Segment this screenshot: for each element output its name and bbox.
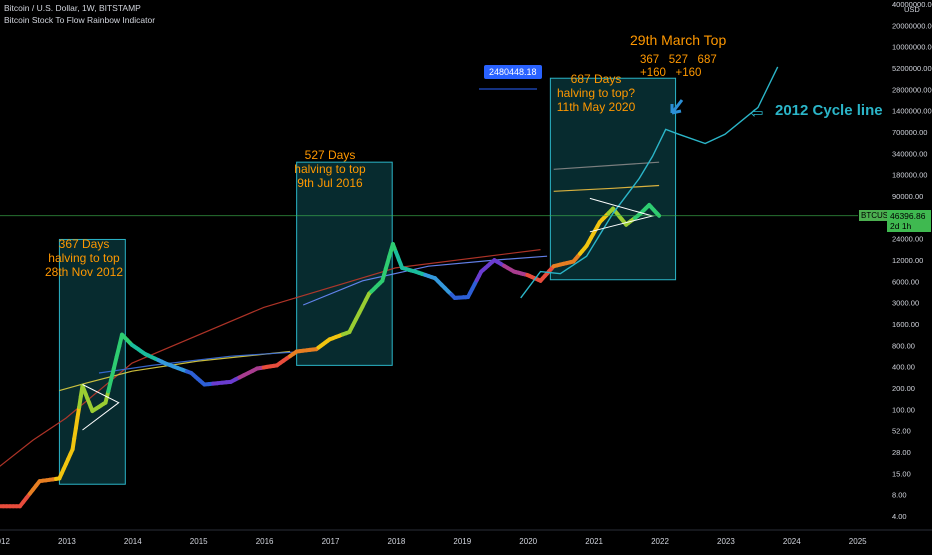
time-tick-label: 2014: [124, 537, 142, 546]
price-tick-label: 15.00: [892, 469, 911, 478]
current-price: 46396.86: [890, 211, 928, 221]
price-tick-label: 52.00: [892, 427, 911, 436]
price-label-box[interactable]: 2480448.18: [484, 65, 542, 79]
price-tick-label: 28.00: [892, 448, 911, 457]
annotation-2020-cycle: 687 Days halving to top? 11th May 2020: [556, 72, 636, 114]
price-unit-label: USD: [904, 5, 920, 14]
price-tick-label: 90000.00: [892, 192, 923, 201]
price-tick-label: 200.00: [892, 384, 915, 393]
annotation-cycle-line: 2012 Cycle line: [775, 104, 883, 118]
time-tick-label: 2023: [717, 537, 735, 546]
price-tick-label: 800.00: [892, 341, 915, 350]
time-tick-label: 2016: [256, 537, 274, 546]
price-tick-label: 700000.00: [892, 128, 927, 137]
annotation-line: halving to top?: [556, 86, 636, 100]
time-tick-label: 2020: [519, 537, 537, 546]
price-tick-label: 1400000.00: [892, 107, 932, 116]
price-tick-label: 12000.00: [892, 256, 923, 265]
annotation-day-counts: 367 527 687 +160 +160: [640, 54, 717, 80]
price-tick-label: 3000.00: [892, 299, 919, 308]
annotation-line: halving to top: [34, 251, 134, 265]
price-tick-label: 4.00: [892, 512, 907, 521]
price-tick-label: 400.00: [892, 363, 915, 372]
price-tick-label: 10000000.00: [892, 43, 932, 52]
annotation-line: 687 Days: [556, 72, 636, 86]
sf-blue-line: [99, 352, 303, 374]
arrow-left-icon: ⇦: [750, 103, 763, 123]
annotation-line: 527 Days: [280, 148, 380, 162]
halving-boxes: [59, 78, 675, 484]
bar-countdown: 2d 1h: [890, 221, 928, 231]
current-price-tag: 46396.86 2d 1h: [887, 210, 931, 232]
price-tick-label: 8.00: [892, 491, 907, 500]
price-tick-label: 20000000.00: [892, 21, 932, 30]
price-tick-label: 180000.00: [892, 171, 927, 180]
chart-title: Bitcoin / U.S. Dollar, 1W, BITSTAMP: [4, 3, 141, 13]
time-tick-label: 2022: [651, 537, 669, 546]
time-tick-label: 2018: [388, 537, 406, 546]
annotation-line: halving to top: [280, 162, 380, 176]
price-tick-label: 24000.00: [892, 235, 923, 244]
annotation-line: 367 Days: [34, 237, 134, 251]
time-tick-label: 2013: [58, 537, 76, 546]
price-tick-label: 340000.00: [892, 149, 927, 158]
price-tick-label: 100.00: [892, 405, 915, 414]
time-tick-label: 2024: [783, 537, 801, 546]
time-tick-label: 2017: [322, 537, 340, 546]
annotation-line: 11th May 2020: [556, 100, 636, 114]
time-tick-label: 2021: [585, 537, 603, 546]
annotation-2016-cycle: 527 Days halving to top 9th Jul 2016: [280, 148, 380, 190]
time-tick-label: 2019: [453, 537, 471, 546]
time-tick-label: 2025: [849, 537, 867, 546]
annotation-top-date: 29th March Top: [630, 33, 726, 47]
annotation-line: 9th Jul 2016: [280, 176, 380, 190]
price-tick-label: 6000.00: [892, 277, 919, 286]
annotation-2012-cycle: 367 Days halving to top 28th Nov 2012: [34, 237, 134, 279]
annotation-line: 28th Nov 2012: [34, 265, 134, 279]
price-tick-label: 2800000.00: [892, 85, 932, 94]
price-tick-label: 1600.00: [892, 320, 919, 329]
indicator-name: Bitcoin Stock To Flow Rainbow Indicator: [4, 15, 155, 25]
time-tick-label: 2012: [0, 537, 10, 546]
price-tick-label: 5200000.00: [892, 64, 932, 73]
time-tick-label: 2015: [190, 537, 208, 546]
